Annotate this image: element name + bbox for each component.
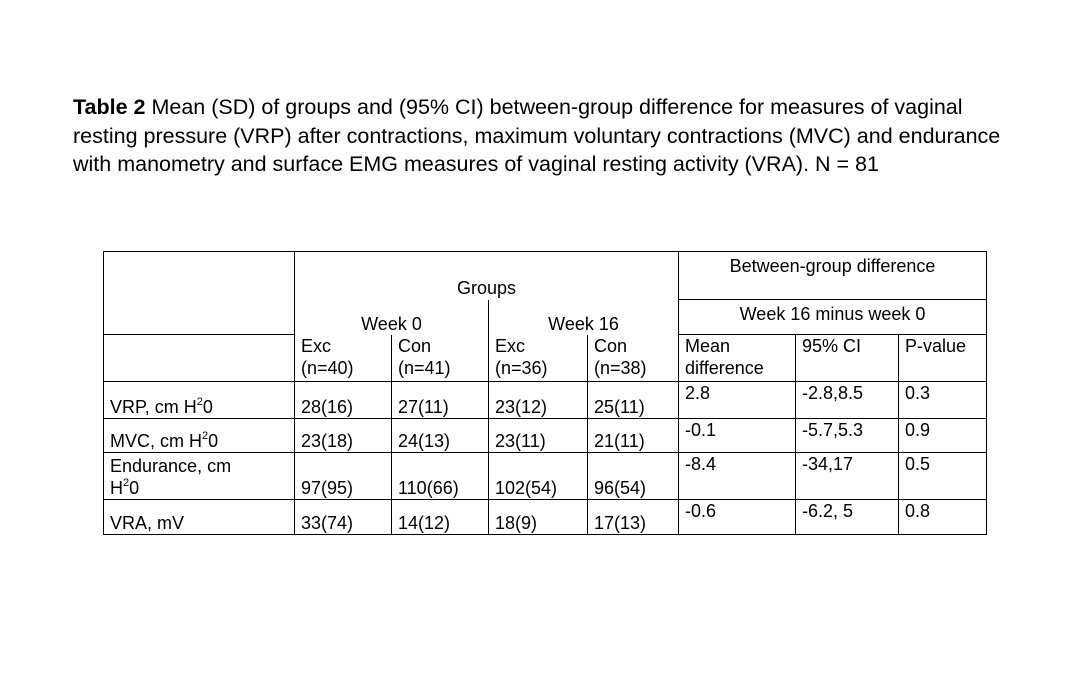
cell-con-week16: 25(11) bbox=[586, 381, 680, 419]
cell-ci: -34,17 bbox=[795, 452, 900, 500]
table-caption-label: Table 2 bbox=[73, 95, 146, 119]
header-row-weeks: Week 0 Week 16 Week 16 minus week 0 bbox=[104, 299, 988, 335]
cell-pvalue: 0.5 bbox=[898, 452, 988, 500]
table-caption: Table 2 Mean (SD) of groups and (95% CI)… bbox=[73, 93, 1033, 179]
cell-con-week16: 21(11) bbox=[586, 418, 680, 453]
cell-mean-difference: 2.8 bbox=[678, 381, 797, 419]
con-week16-header: Con (n=38) bbox=[586, 334, 680, 382]
cell-ci: -2.8,8.5 bbox=[795, 381, 900, 419]
cell-con-week0: 110(66) bbox=[391, 452, 489, 500]
cell-con-week0: 24(13) bbox=[391, 418, 489, 453]
cell-exc-week0: 23(18) bbox=[294, 418, 392, 453]
cell-ci: -6.2, 5 bbox=[795, 499, 900, 535]
cell-exc-week16: 18(9) bbox=[488, 499, 588, 535]
cell-exc-week16: 102(54) bbox=[488, 452, 588, 500]
pvalue-header: P-value bbox=[898, 334, 988, 382]
results-table: Groups Between-group difference Week 0 W… bbox=[103, 251, 988, 535]
header-row-top: Groups Between-group difference bbox=[103, 251, 988, 335]
cell-pvalue: 0.9 bbox=[898, 418, 988, 453]
cell-mean-difference: -0.6 bbox=[678, 499, 797, 535]
cell-exc-week0: 97(95) bbox=[294, 452, 392, 500]
table-row: VRA, mV 33(74) 14(12) 18(9) 17(13) -0.6 … bbox=[103, 499, 988, 535]
row-label: Endurance, cm H20 bbox=[103, 452, 295, 500]
header-row-columns: Exc (n=40) Con (n=41) Exc (n=36) Con (n=38) … bbox=[103, 334, 988, 382]
row-label: VRA, mV bbox=[103, 499, 295, 535]
con-week0-header: Con (n=41) bbox=[391, 334, 489, 382]
table-row: MVC, cm H20 23(18) 24(13) 23(11) 21(11) … bbox=[103, 418, 988, 453]
cell-mean-difference: -0.1 bbox=[678, 418, 797, 453]
cell-mean-difference: -8.4 bbox=[678, 452, 797, 500]
row-label: MVC, cm H20 bbox=[103, 418, 295, 453]
week0-header: Week 0 bbox=[294, 299, 489, 335]
week16-header: Week 16 bbox=[487, 299, 680, 335]
table-row: VRP, cm H20 28(16) 27(11) 23(12) 25(11) … bbox=[103, 381, 988, 419]
cell-exc-week16: 23(11) bbox=[488, 418, 588, 453]
header-empty-cell-1 bbox=[103, 251, 295, 335]
cell-pvalue: 0.3 bbox=[898, 381, 988, 419]
groups-header: Groups bbox=[293, 251, 680, 300]
exc-week0-header: Exc (n=40) bbox=[294, 334, 392, 382]
cell-con-week0: 14(12) bbox=[391, 499, 489, 535]
week-difference-header: Week 16 minus week 0 bbox=[678, 299, 988, 335]
cell-ci: -5.7,5.3 bbox=[795, 418, 900, 453]
cell-con-week16: 96(54) bbox=[586, 452, 680, 500]
header-empty-cell-2 bbox=[103, 334, 295, 382]
between-group-header: Between-group difference bbox=[678, 251, 988, 300]
cell-exc-week0: 33(74) bbox=[294, 499, 392, 535]
ci-header: 95% CI bbox=[795, 334, 900, 382]
table-caption-text: Mean (SD) of groups and (95% CI) between… bbox=[73, 95, 1001, 176]
mean-difference-header: Mean difference bbox=[678, 334, 797, 382]
cell-pvalue: 0.8 bbox=[898, 499, 988, 535]
exc-week16-header: Exc (n=36) bbox=[488, 334, 588, 382]
table-row: Endurance, cm H20 97(95) 110(66) 102(54) … bbox=[103, 452, 988, 500]
cell-exc-week0: 28(16) bbox=[294, 381, 392, 419]
cell-exc-week16: 23(12) bbox=[488, 381, 588, 419]
row-label: VRP, cm H20 bbox=[103, 381, 295, 419]
cell-con-week16: 17(13) bbox=[586, 499, 680, 535]
cell-con-week0: 27(11) bbox=[391, 381, 489, 419]
